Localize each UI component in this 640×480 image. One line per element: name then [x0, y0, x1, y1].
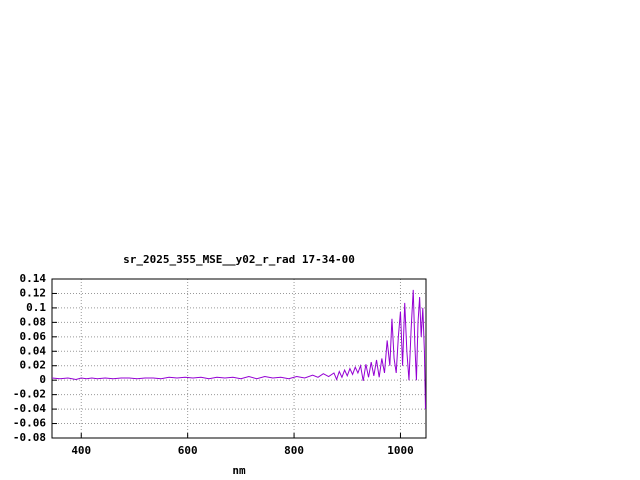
- y-tick-label: -0.04: [13, 402, 46, 415]
- data-line: [51, 289, 426, 410]
- x-tick-label: 400: [71, 444, 91, 457]
- y-tick-label: -0.06: [13, 417, 46, 430]
- y-tick-label: -0.08: [13, 431, 46, 444]
- x-tick-label: 1000: [387, 444, 414, 457]
- x-tick-label: 800: [284, 444, 304, 457]
- y-tick-label: 0: [39, 373, 46, 386]
- y-tick-label: 0.1: [26, 301, 46, 314]
- y-tick-label: 0.06: [20, 330, 47, 343]
- y-tick-label: 0.02: [20, 359, 47, 372]
- y-tick-label: 0.14: [20, 272, 47, 285]
- y-tick-label: 0.12: [20, 286, 47, 299]
- y-tick-label: -0.02: [13, 388, 46, 401]
- y-tick-label: 0.04: [20, 344, 47, 357]
- y-tick-label: 0.08: [20, 315, 47, 328]
- x-tick-label: 600: [178, 444, 198, 457]
- x-axis-label: nm: [232, 464, 246, 477]
- plot-border: [51, 278, 427, 439]
- chart-title: sr_2025_355_MSE__y02_r_rad 17-34-00: [123, 253, 355, 266]
